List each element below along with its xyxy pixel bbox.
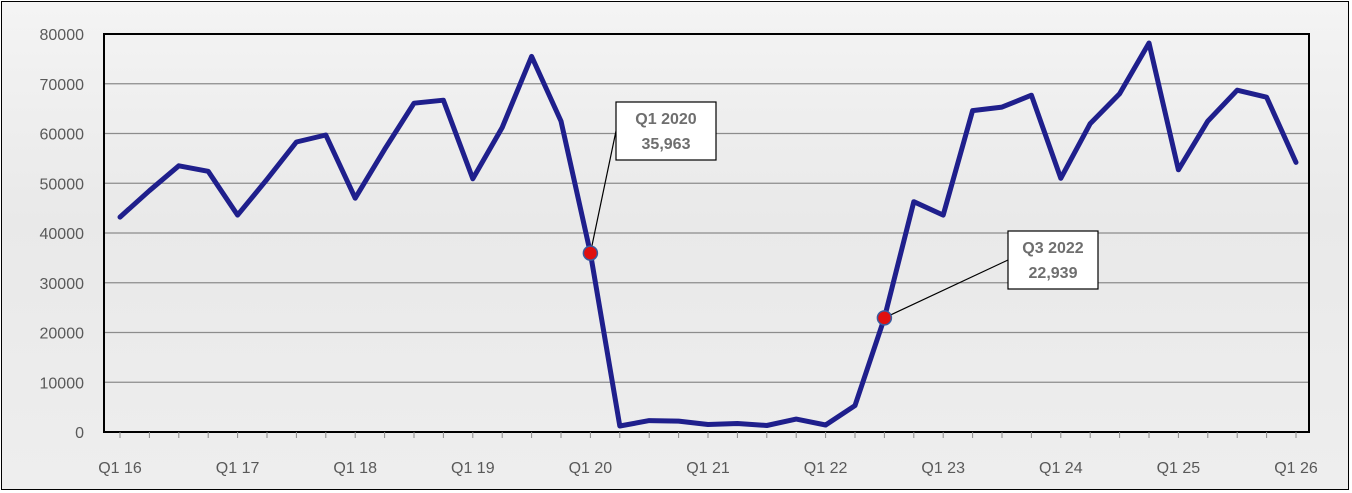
y-tick-label: 70000 xyxy=(40,77,85,94)
callout-box xyxy=(1007,230,1099,290)
callout-value: 22,939 xyxy=(1029,265,1078,282)
x-tick-label: Q1 25 xyxy=(1157,460,1201,477)
x-tick-label: Q1 18 xyxy=(333,460,377,477)
x-tick-label: Q1 17 xyxy=(216,460,260,477)
y-tick-label: 40000 xyxy=(40,226,85,243)
plot-area-border xyxy=(103,33,1310,433)
y-tick-label: 60000 xyxy=(40,127,85,144)
x-tick-label: Q1 20 xyxy=(569,460,613,477)
y-tick-label: 30000 xyxy=(40,276,85,293)
x-tick-label: Q1 23 xyxy=(921,460,965,477)
x-tick-label: Q1 24 xyxy=(1039,460,1083,477)
x-tick-label: Q1 22 xyxy=(804,460,848,477)
series-line xyxy=(117,40,1299,429)
x-tick-label: Q1 19 xyxy=(451,460,495,477)
callout-leader xyxy=(884,259,1009,319)
callout-period: Q3 2022 xyxy=(1022,240,1083,257)
y-tick-label: 80000 xyxy=(40,27,85,44)
x-tick-label: Q1 16 xyxy=(98,460,142,477)
y-tick-label: 0 xyxy=(75,425,84,442)
y-tick-label: 20000 xyxy=(40,326,85,343)
y-axis-ticks: 0 10000 20000 30000 40000 50000 60000 70000 8000… xyxy=(40,27,85,442)
callout-leader xyxy=(589,130,617,254)
callout-period: Q1 2020 xyxy=(635,111,696,128)
callout-value: 35,963 xyxy=(642,136,691,153)
x-axis-ticks: Q1 16 Q1 17 Q1 18 Q1 19 Q1 20 Q1 21 Q1 22 Q1 23… xyxy=(98,432,1318,477)
y-tick-label: 10000 xyxy=(40,375,85,392)
callout-box xyxy=(615,101,717,161)
gridlines xyxy=(104,33,1309,433)
callouts: Q1 2020 35,963 Q3 2022 22,939 xyxy=(582,101,1099,326)
x-tick-label: Q1 26 xyxy=(1274,460,1318,477)
x-tick-label: Q1 21 xyxy=(686,460,730,477)
y-tick-label: 50000 xyxy=(40,176,85,193)
highlight-marker xyxy=(876,310,893,326)
highlight-marker xyxy=(582,245,599,261)
